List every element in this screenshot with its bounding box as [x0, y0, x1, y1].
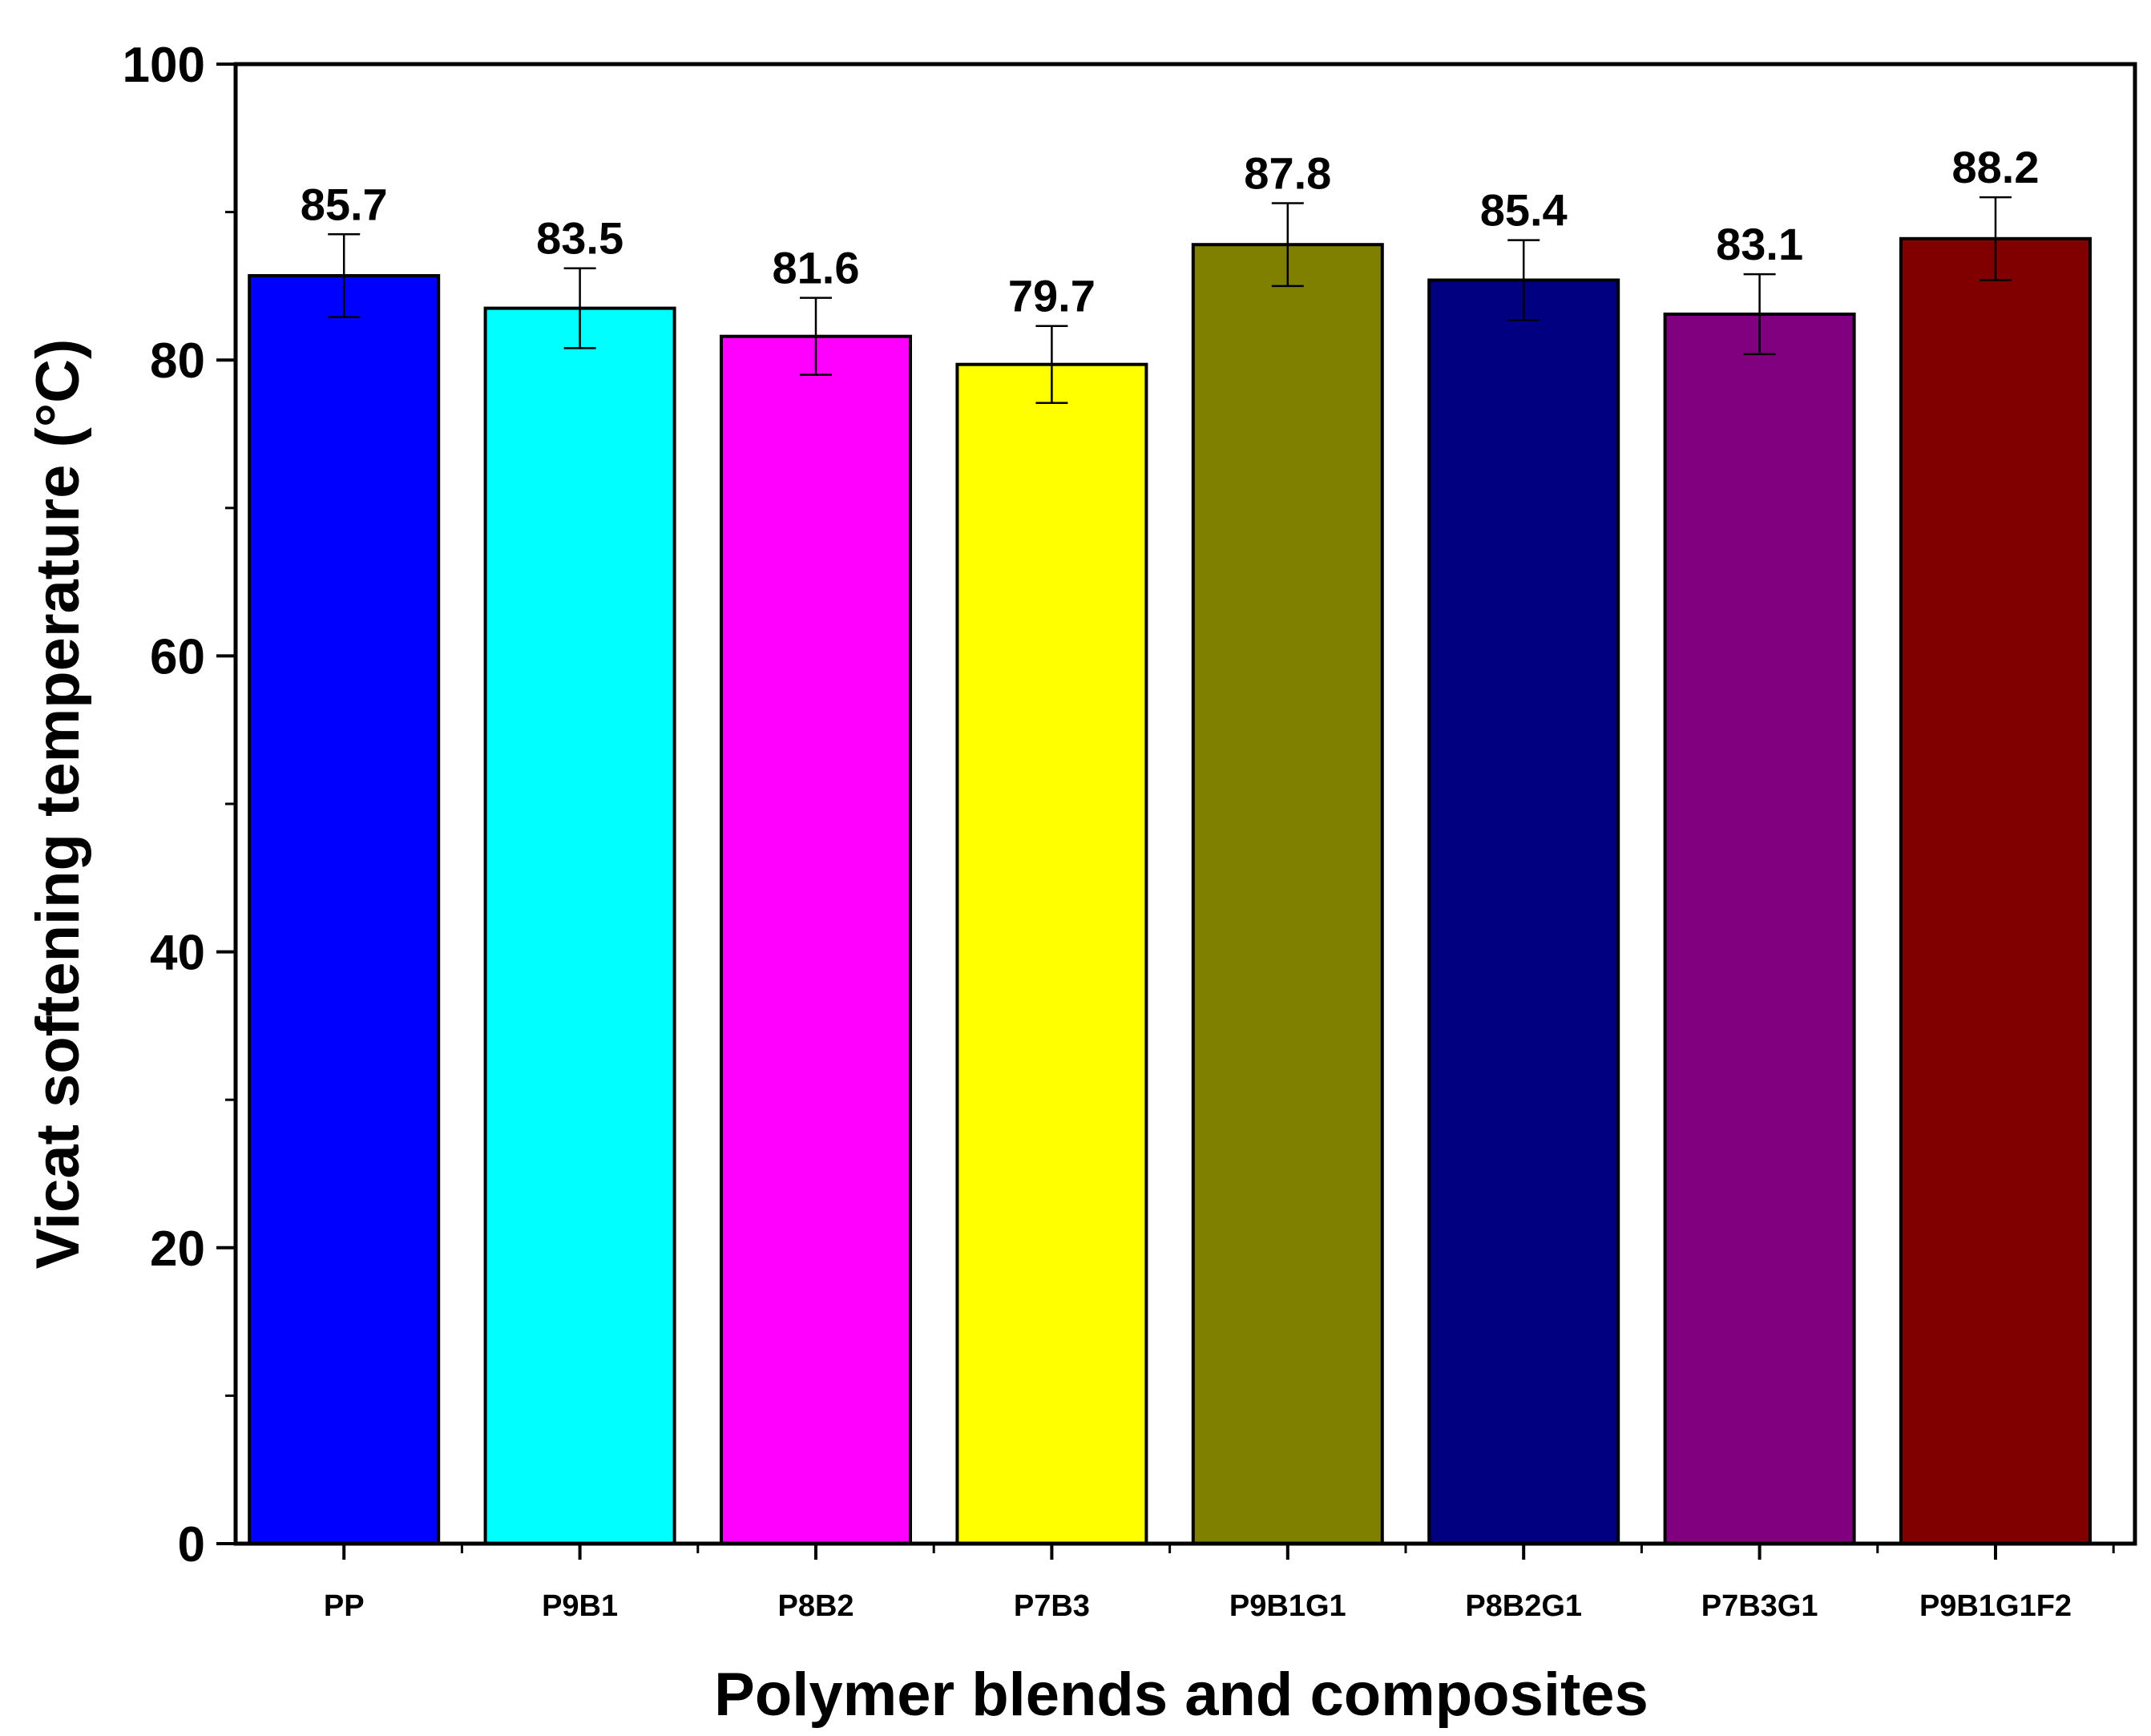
x-tick-label-p9b1g1f2: P9B1G1F2	[1919, 1589, 2072, 1623]
y-tick-label-80: 80	[150, 333, 205, 389]
bar-p9b1	[483, 306, 676, 1546]
data-label-p8b2g1: 85.4	[1480, 185, 1568, 236]
error-bars-layer	[328, 196, 2012, 404]
error-bar-p9b1g1	[1271, 202, 1304, 288]
bar-p7b3g1	[1663, 313, 1856, 1545]
x-tick-label-p7b3: P7B3	[1014, 1589, 1090, 1623]
error-bar-p7b3g1	[1743, 273, 1776, 356]
x-tick-label-p9b1g1: P9B1G1	[1229, 1589, 1346, 1623]
x-tick-label-p9b1: P9B1	[542, 1589, 618, 1623]
bar-p9b1g1f2	[1899, 236, 2092, 1545]
y-axis: 0 20 40 60 80 100	[123, 38, 236, 1572]
bar-p9b1g1	[1191, 243, 1384, 1546]
bar-pp	[248, 274, 441, 1545]
data-label-p7b3g1: 83.1	[1716, 219, 1803, 269]
bar-p8b2	[720, 334, 912, 1546]
error-bar-pp	[328, 233, 361, 318]
data-label-p9b1g1f2: 88.2	[1952, 142, 2040, 192]
bars-layer	[248, 236, 2092, 1546]
y-tick-label-20: 20	[150, 1221, 205, 1277]
x-axis: PP P9B1 P8B2 P7B3 P9B1G1 P8B2G1 P7B3G1 P9B1G1F2	[324, 1544, 2115, 1623]
y-tick-label-100: 100	[123, 38, 205, 93]
error-bar-p9b1	[563, 267, 596, 349]
data-label-pp: 85.7	[301, 179, 388, 229]
y-axis-title: Vicat softening temperature (°C)	[24, 339, 92, 1270]
x-tick-label-p7b3g1: P7B3G1	[1701, 1589, 1818, 1623]
x-tick-label-p8b2: P8B2	[777, 1589, 854, 1623]
error-bar-p8b2	[800, 297, 832, 376]
bar-p7b3	[955, 362, 1148, 1546]
data-labels-layer: 85.7 83.5 81.6 79.7 87.8 85.4 83.1 88.2	[301, 142, 2040, 321]
data-label-p8b2: 81.6	[773, 243, 860, 293]
x-tick-label-pp: PP	[324, 1589, 365, 1623]
error-bar-p7b3	[1035, 325, 1068, 404]
data-label-p7b3: 79.7	[1008, 271, 1096, 321]
y-tick-label-0: 0	[178, 1517, 205, 1572]
y-tick-label-60: 60	[150, 629, 205, 684]
error-bar-p8b2g1	[1507, 239, 1540, 321]
bar-p8b2g1	[1427, 278, 1620, 1545]
data-label-p9b1g1: 87.8	[1244, 148, 1331, 199]
y-tick-label-40: 40	[150, 926, 205, 981]
x-axis-title: Polymer blends and composites	[714, 1661, 1649, 1729]
error-bar-p9b1g1f2	[1979, 196, 2012, 281]
x-tick-label-p8b2g1: P8B2G1	[1465, 1589, 1582, 1623]
data-label-p9b1: 83.5	[536, 213, 624, 264]
